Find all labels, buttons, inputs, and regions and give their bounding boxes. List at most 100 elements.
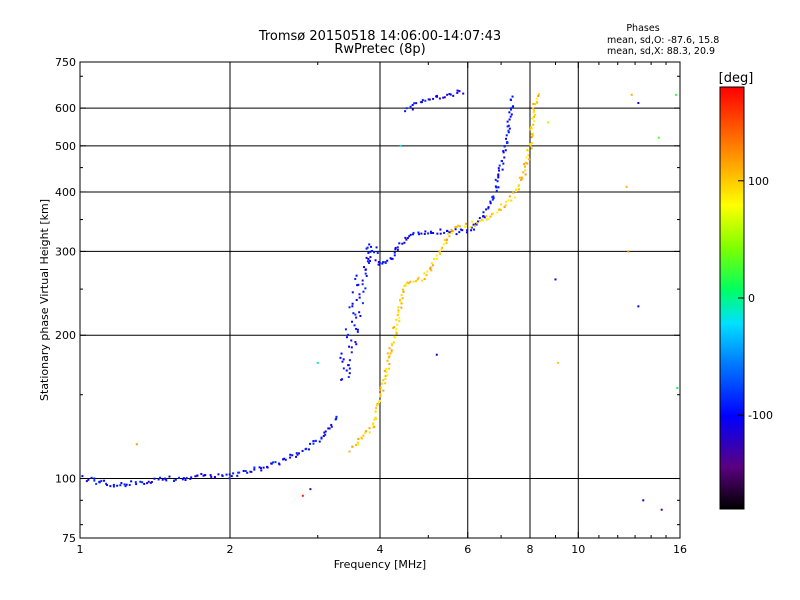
data-point [221,475,224,478]
data-point [524,173,527,176]
data-point [289,453,292,456]
data-point [362,290,365,293]
data-point [446,93,449,96]
data-point [451,230,454,233]
data-point [119,484,122,487]
data-point [515,190,518,193]
data-point [365,247,368,250]
data-point [345,369,348,372]
data-point [361,279,364,282]
data-point [394,248,397,251]
data-point [489,202,492,205]
data-point [359,314,362,317]
data-point [491,196,494,199]
data-point [174,478,177,481]
stats-x-mode: mean, sd,X: 88.3, 20.9 [607,46,715,57]
data-point [507,129,510,132]
data-point [384,375,387,378]
data-point [93,477,96,480]
data-point [116,484,119,487]
data-point [398,317,401,320]
data-point [260,469,263,472]
grid-lines [80,62,680,538]
data-point [202,474,205,477]
data-point [535,97,538,100]
data-point [458,90,461,93]
data-point [505,200,508,203]
data-point [381,382,384,385]
data-point [386,359,389,362]
data-point [532,107,535,110]
data-point [429,266,432,269]
data-point [409,105,412,108]
data-point [450,231,453,234]
data-point [502,162,505,165]
data-point [385,368,388,371]
data-point [291,454,294,457]
data-point [388,367,391,370]
data-point [376,251,379,254]
data-point [361,302,364,305]
stats-o-mode: mean, sd,O: -87.6, 15.8 [607,35,719,46]
data-point [533,109,536,112]
data-point [371,423,374,426]
data-point [514,196,517,199]
data-point [525,156,528,159]
data-point [87,478,90,481]
data-point [469,226,472,229]
data-point [295,452,298,455]
data-point [531,134,534,137]
data-point [518,188,521,191]
y-tick-label: 200 [55,329,76,342]
data-point [209,474,212,477]
data-point [421,279,424,282]
data-point [447,232,450,235]
data-point [367,257,370,260]
data-point [630,93,633,96]
data-point [355,298,358,301]
data-point [347,376,350,379]
y-tick-label: 100 [55,473,76,486]
data-point [320,437,323,440]
data-point [370,245,373,248]
data-point [377,263,380,266]
data-point [400,294,403,297]
data-point [95,482,98,485]
data-point [421,99,424,102]
data-point [282,458,285,461]
data-point [495,189,498,192]
stats-heading: Phases [626,23,659,34]
data-point [396,314,399,317]
data-point [283,457,286,460]
data-point [509,98,512,101]
data-point [387,356,390,359]
data-point [403,284,406,287]
data-point [509,108,512,111]
data-point [534,103,537,106]
data-point [403,241,406,244]
data-point [130,480,133,483]
data-point [328,427,331,430]
data-point [497,176,500,179]
data-point [406,237,409,240]
data-point [487,206,490,209]
data-point [401,297,404,300]
data-point [157,478,160,481]
data-point [458,231,461,234]
data-point [297,452,300,455]
data-point [335,415,338,418]
y-tick-label: 500 [55,140,76,153]
data-point [428,98,431,101]
data-point [533,113,536,116]
data-point [181,478,184,481]
data-point [81,475,84,478]
data-point [365,274,368,277]
data-point [369,259,372,262]
data-point [351,445,354,448]
data-point [524,161,527,164]
data-point [237,471,240,474]
data-point [489,215,492,218]
data-point [357,443,360,446]
y-tick-label: 600 [55,102,76,115]
